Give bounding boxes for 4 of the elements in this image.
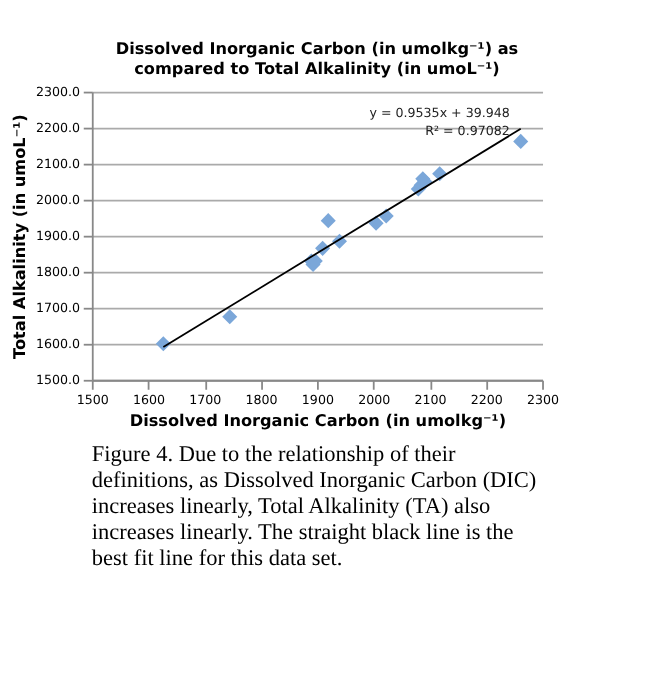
caption: Figure 4. Due to the relationship of their definitions, as Dissolved Inorganic Carbon (DIC) increases linearly, Total Alkalinity (TA) also increases linearly. The straight black line is the best fit line for this data set. — [91, 442, 537, 572]
x-axis-title: Dissolved Inorganic Carbon (in umolkg⁻¹) — [129, 409, 507, 430]
y-axis-title: Total Alkalinity (in umoL⁻¹) — [9, 114, 30, 359]
chart-title: Dissolved Inorganic Carbon (in umolkg⁻¹) as compared to Total Alkalinity (in umoL⁻¹) — [115, 37, 519, 78]
